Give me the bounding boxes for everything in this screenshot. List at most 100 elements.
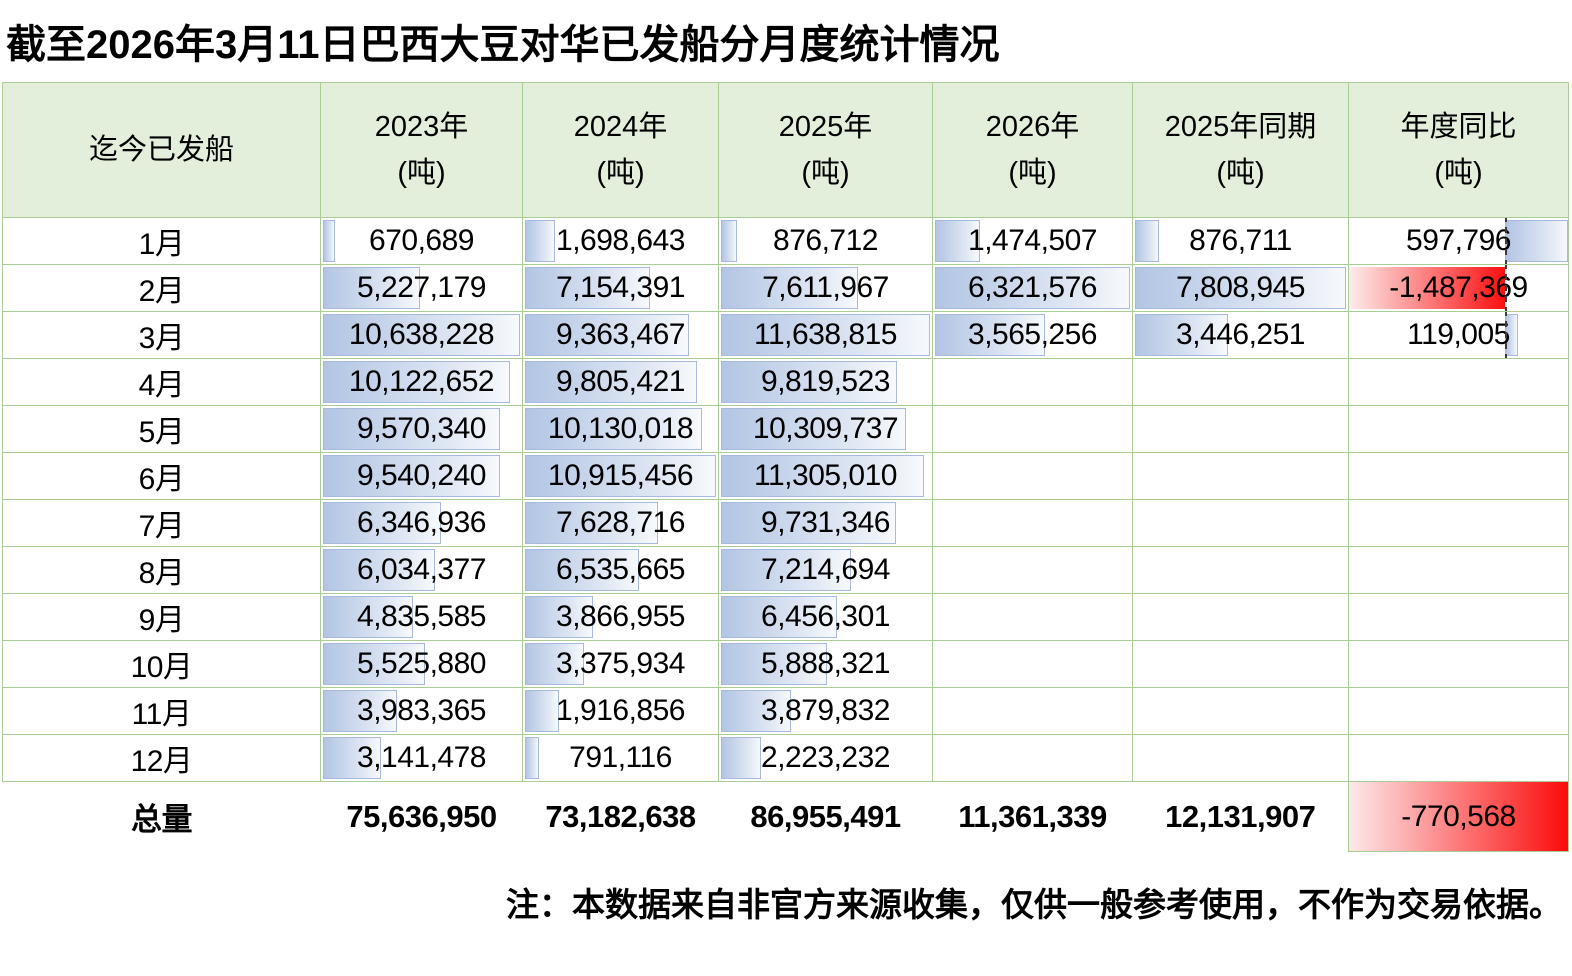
data-bar [323,549,435,591]
value-cell: 9,570,340 [320,405,523,453]
total-value: 86,955,491 [750,798,901,834]
month-cell: 10月 [2,640,321,688]
cell-value: 10,130,018 [547,412,694,445]
cell-value: 3,983,365 [357,694,486,727]
value-cell [932,546,1133,594]
cell-value: 3,565,256 [968,318,1097,351]
table-row: 5月 9,570,340 10,130,018 10,309,737 [2,405,1569,453]
header-year-label: 2024年 [573,110,668,143]
month-label: 2月 [138,275,185,308]
data-bar [525,643,585,685]
value-cell: 3,866,955 [522,593,719,641]
data-bar [525,502,659,544]
total-value: 73,182,638 [545,798,696,834]
cell-value: 6,456,301 [761,600,890,633]
header-unit-label: (吨) [1434,157,1483,189]
page: 截至2026年3月11日巴西大豆对华已发船分月度统计情况 迄今已发船 2023年… [0,12,1572,926]
month-cell: 3月 [2,311,321,359]
cell-value: 4,835,585 [357,600,486,633]
cell-value: 7,808,945 [1176,271,1305,304]
table-header: 迄今已发船 2023年 (吨) 2024年 (吨) 2025年 (吨) 2026… [2,82,1569,218]
total-label-cell: 总量 [3,782,321,852]
cell-value: 876,712 [773,224,878,257]
data-bar [935,220,981,262]
yoy-cell: -1,487,369 [1348,264,1569,312]
cell-value: 6,346,936 [357,506,486,539]
month-cell: 6月 [2,452,321,500]
table-row: 7月 6,346,936 7,628,716 9,731,346 [2,499,1569,547]
cell-value: 670,689 [369,224,474,257]
table-row: 10月 5,525,880 3,375,934 5,888,321 [2,640,1569,688]
header-year-label: 年度同比 [1400,110,1517,143]
data-bar [721,455,924,497]
value-cell: 5,525,880 [320,640,523,688]
cell-value: 11,638,815 [754,318,897,351]
data-bar [721,643,827,685]
cell-value: -1,487,369 [1389,271,1528,304]
yoy-total-cell: -770,568 [1348,781,1569,852]
table-row: 2月 5,227,179 7,154,391 7,611,967 6,321,576 7,… [2,264,1569,312]
value-cell: 10,638,228 [320,311,523,359]
month-label: 11月 [131,698,192,731]
value-cell: 3,879,832 [718,687,933,735]
header-unit-label: (吨) [1008,157,1057,189]
data-bar [525,314,689,356]
month-cell: 7月 [2,499,321,547]
table-row: 8月 6,034,377 6,535,665 7,214,694 [2,546,1569,594]
cell-value: 3,141,478 [357,741,486,774]
table-row: 1月 670,689 1,698,643 876,712 1,474,507 876,71… [2,217,1569,265]
total-row: 总量 75,636,950 73,182,638 86,955,491 11,361,3… [3,781,1569,852]
month-label: 1月 [138,228,185,261]
yoy-cell [1348,546,1569,594]
month-cell: 12月 [2,734,321,782]
header-2023: 2023年 (吨) [320,82,523,218]
yoy-cell [1348,640,1569,688]
data-bar [525,361,697,403]
value-cell: 7,154,391 [522,264,719,312]
total-value: 75,636,950 [346,798,497,834]
header-year-label: 2026年 [985,110,1080,143]
value-cell: 10,122,652 [320,358,523,406]
value-cell [932,405,1133,453]
value-cell: 3,446,251 [1132,311,1349,359]
value-cell [1132,593,1349,641]
value-cell: 791,116 [522,734,719,782]
month-cell: 2月 [2,264,321,312]
data-bar [721,267,858,309]
value-cell: 6,034,377 [320,546,523,594]
header-unit-label: (吨) [1216,157,1265,189]
cell-value: 11,305,010 [754,459,897,492]
value-cell [932,499,1133,547]
value-cell: 876,712 [718,217,933,265]
value-cell: 9,731,346 [718,499,933,547]
cell-value: 10,122,652 [348,365,495,398]
data-bar [1349,267,1506,309]
header-year-label: 2023年 [374,110,469,143]
cell-value: 5,888,321 [761,647,890,680]
data-bar [1135,220,1159,262]
axis-line [1505,265,1508,311]
data-bar [323,314,520,356]
value-cell: 3,375,934 [522,640,719,688]
data-bar [323,220,336,262]
value-cell [1132,499,1349,547]
cell-value: 9,540,240 [357,459,486,492]
cell-value: 6,034,377 [357,553,486,586]
month-label: 5月 [138,416,185,449]
value-cell [1132,546,1349,594]
value-cell [1132,452,1349,500]
cell-value: 119,005 [1407,318,1510,351]
data-bar [721,314,930,356]
header-corner: 迄今已发船 [2,82,321,218]
value-cell: 5,227,179 [320,264,523,312]
value-cell: 6,456,301 [718,593,933,641]
cell-value: 9,805,421 [556,365,685,398]
value-cell: 9,363,467 [522,311,719,359]
header-unit-label: (吨) [596,157,645,189]
cell-value: 6,535,665 [556,553,685,586]
data-bar [1135,314,1229,356]
cell-value: 1,474,507 [968,224,1097,257]
cell-value: 3,879,832 [761,694,890,727]
value-cell [1132,687,1349,735]
data-bar [525,220,555,262]
